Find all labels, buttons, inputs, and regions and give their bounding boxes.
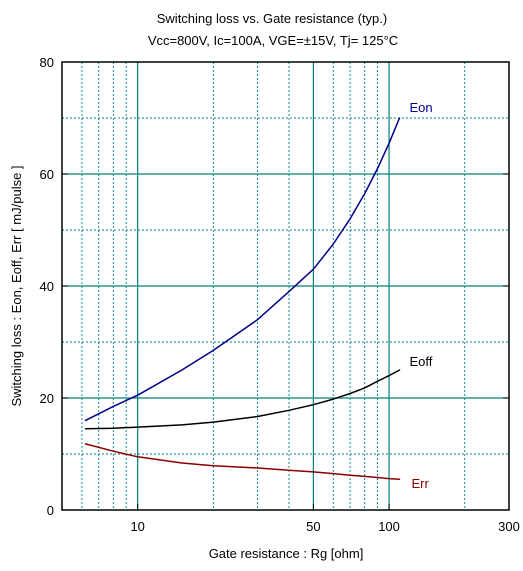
series-label-err: Err <box>411 476 429 491</box>
y-axis-label: Switching loss : Eon, Eoff, Err [ mJ/pul… <box>9 165 24 406</box>
y-tick-label: 0 <box>47 503 54 518</box>
x-tick-label: 100 <box>378 519 400 534</box>
x-tick-label: 50 <box>306 519 320 534</box>
series-label-eoff: Eoff <box>409 354 432 369</box>
series-label-eon: Eon <box>409 100 432 115</box>
chart-title: Switching loss vs. Gate resistance (typ.… <box>157 11 387 26</box>
y-tick-label: 40 <box>40 279 54 294</box>
y-tick-label: 60 <box>40 167 54 182</box>
tick-layer <box>62 61 510 511</box>
x-tick-label: 10 <box>130 519 144 534</box>
y-tick-label: 20 <box>40 391 54 406</box>
grid <box>62 62 509 510</box>
y-tick-label: 80 <box>40 55 54 70</box>
tick-label-layer: 0 20 40 60 80 10 50 100 300 <box>40 55 520 534</box>
series-line-eoff <box>84 369 401 430</box>
x-tick-label: 300 <box>498 519 520 534</box>
chart-subtitle: Vcc=800V, Ic=100A, VGE=±15V, Tj= 125°C <box>148 33 398 48</box>
series-line-eon <box>84 117 401 422</box>
series-layer: Eon Eoff Err <box>84 100 433 491</box>
series-line-err <box>84 443 401 480</box>
x-axis-label: Gate resistance : Rg [ohm] <box>209 546 364 561</box>
